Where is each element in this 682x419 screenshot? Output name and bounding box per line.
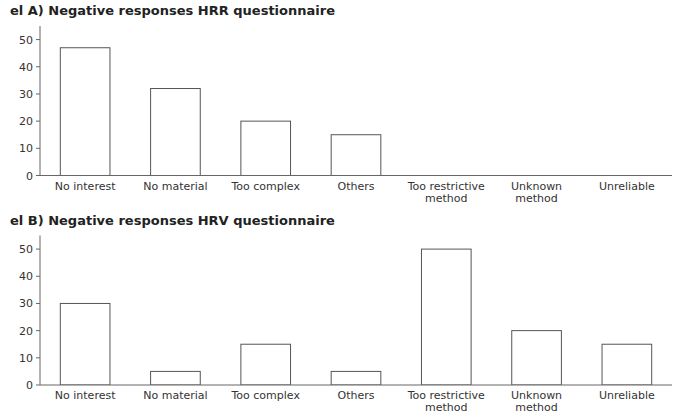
y-tick-label: 40 <box>19 61 33 74</box>
x-tick-label-line: method <box>425 401 467 414</box>
x-tick-label: No material <box>143 180 207 193</box>
bar <box>331 371 381 385</box>
x-tick-label: Others <box>338 180 375 193</box>
x-tick-label-line: method <box>515 401 557 414</box>
x-axis <box>40 385 672 386</box>
x-axis <box>40 175 672 176</box>
x-tick-label-line: No material <box>143 389 207 402</box>
y-tick <box>36 276 40 277</box>
y-tick-label: 40 <box>19 270 33 283</box>
x-tick-label: Too complex <box>230 180 300 193</box>
x-tick-label: Unreliable <box>599 180 655 193</box>
panel-title: el A) Negative responses HRR questionnai… <box>10 3 335 18</box>
x-tick-label-line: method <box>515 192 557 205</box>
y-tick-label: 50 <box>19 34 33 47</box>
x-tick-label: Too restrictivemethod <box>407 389 485 414</box>
y-tick-label: 20 <box>19 115 33 128</box>
x-tick-label-line: No interest <box>55 389 116 402</box>
x-tick-label: Unknownmethod <box>511 389 562 414</box>
y-tick <box>36 93 40 94</box>
bar <box>60 48 110 176</box>
bar <box>421 249 471 385</box>
bar <box>241 344 291 385</box>
y-tick <box>36 121 40 122</box>
x-tick-label-line: Too complex <box>230 389 300 402</box>
x-tick-label: No material <box>143 389 207 402</box>
x-tick-label: Unknownmethod <box>511 180 562 205</box>
x-tick-label-line: Too complex <box>230 180 300 193</box>
bar <box>151 89 201 176</box>
y-tick <box>36 148 40 149</box>
x-tick-label-line: Others <box>338 180 375 193</box>
y-tick-label: 0 <box>26 379 33 392</box>
x-tick-label: No interest <box>55 389 116 402</box>
bars <box>60 48 381 176</box>
bar <box>151 371 201 385</box>
bars <box>60 249 651 385</box>
y-tick <box>36 249 40 250</box>
panel: el A) Negative responses HRR questionnai… <box>10 3 672 205</box>
bar <box>512 331 562 385</box>
x-tick-label: Unreliable <box>599 389 655 402</box>
y-tick-label: 30 <box>19 88 33 101</box>
x-tick-label-line: method <box>425 192 467 205</box>
y-tick-label: 30 <box>19 297 33 310</box>
bar <box>241 121 291 175</box>
panel: el B) Negative responses HRV questionnai… <box>10 213 672 415</box>
y-axis <box>40 236 41 386</box>
bar <box>331 135 381 176</box>
y-tick <box>36 175 40 176</box>
x-tick-label-line: Unreliable <box>599 180 655 193</box>
y-tick-label: 10 <box>19 142 33 155</box>
y-tick <box>36 330 40 331</box>
y-tick <box>36 385 40 386</box>
y-tick <box>36 66 40 67</box>
x-tick-label-line: No interest <box>55 180 116 193</box>
x-tick-label: Too complex <box>230 389 300 402</box>
y-tick-label: 10 <box>19 352 33 365</box>
x-tick-label-line: No material <box>143 180 207 193</box>
y-tick <box>36 39 40 40</box>
chart-root: el A) Negative responses HRR questionnai… <box>0 0 682 419</box>
y-tick-label: 20 <box>19 325 33 338</box>
y-tick-label: 0 <box>26 170 33 183</box>
x-tick-label: Too restrictivemethod <box>407 180 485 205</box>
panel-title: el B) Negative responses HRV questionnai… <box>10 213 335 228</box>
y-axis <box>40 26 41 176</box>
x-tick-label: No interest <box>55 180 116 193</box>
y-tick-label: 50 <box>19 243 33 256</box>
x-tick-label-line: Unreliable <box>599 389 655 402</box>
bar <box>60 303 110 385</box>
y-tick <box>36 303 40 304</box>
x-tick-label-line: Others <box>338 389 375 402</box>
y-tick <box>36 357 40 358</box>
bar <box>602 344 652 385</box>
x-tick-label: Others <box>338 389 375 402</box>
